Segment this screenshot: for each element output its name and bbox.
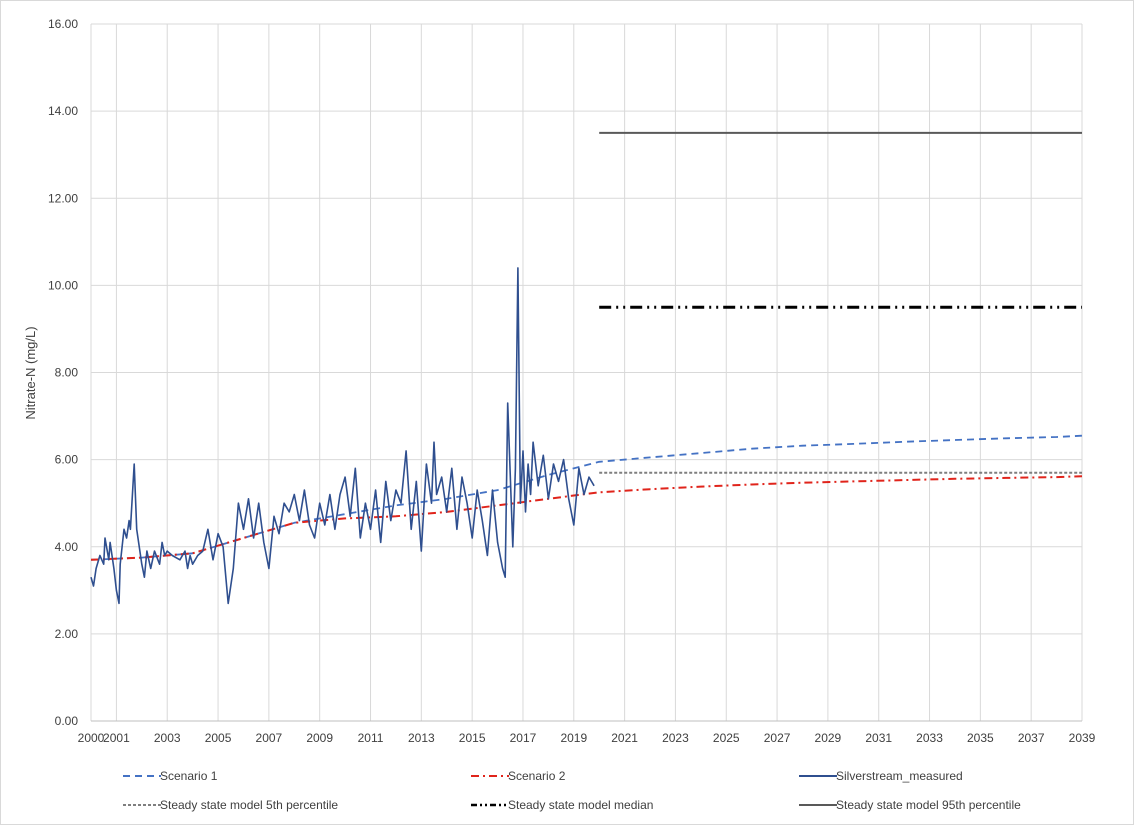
x-tick-label: 2029 bbox=[815, 731, 842, 745]
legend-item: Steady state model 5th percentile bbox=[123, 798, 338, 812]
series-lines bbox=[90, 131, 1083, 605]
x-tick-label: 2037 bbox=[1018, 731, 1045, 745]
legend-item: Steady state model median bbox=[471, 798, 653, 812]
legend: Scenario 1 Scenario 2 Silverstream_measure… bbox=[123, 769, 1021, 812]
legend-label: Silverstream_measured bbox=[836, 769, 963, 783]
x-tick-label: 2017 bbox=[510, 731, 537, 745]
series-line-scenario-2 bbox=[90, 475, 1083, 561]
y-tick-label: 2.00 bbox=[55, 627, 79, 641]
x-tick-label: 2039 bbox=[1069, 731, 1096, 745]
x-tick-label: 2027 bbox=[764, 731, 791, 745]
x-tick-label: 2003 bbox=[154, 731, 181, 745]
legend-label: Steady state model median bbox=[508, 798, 653, 812]
x-tick-label: 2009 bbox=[306, 731, 333, 745]
legend-label: Steady state model 95th percentile bbox=[836, 798, 1021, 812]
y-tick-label: 8.00 bbox=[55, 366, 79, 380]
y-tick-label: 12.00 bbox=[48, 191, 78, 205]
gridlines bbox=[90, 23, 1083, 721]
legend-item: Scenario 2 bbox=[471, 769, 566, 783]
x-tick-label: 2021 bbox=[611, 731, 638, 745]
x-tick-label: 2025 bbox=[713, 731, 740, 745]
y-tick-labels: 0.00 2.00 4.00 6.00 8.00 10.00 12.00 14.00 16.00 bbox=[48, 17, 78, 728]
x-tick-label: 2033 bbox=[916, 731, 943, 745]
y-tick-label: 14.00 bbox=[48, 104, 78, 118]
series-line-silverstream-measured bbox=[90, 267, 595, 605]
legend-label: Steady state model 5th percentile bbox=[160, 798, 338, 812]
legend-item: Silverstream_measured bbox=[799, 769, 963, 783]
x-tick-label: 2011 bbox=[358, 731, 384, 745]
legend-label: Scenario 2 bbox=[508, 769, 566, 783]
y-tick-label: 4.00 bbox=[55, 540, 79, 554]
x-tick-label: 2013 bbox=[408, 731, 435, 745]
x-tick-label: 2015 bbox=[459, 731, 486, 745]
y-axis-title: Nitrate-N (mg/L) bbox=[23, 326, 38, 419]
x-tick-label: 2023 bbox=[662, 731, 689, 745]
y-tick-label: 10.00 bbox=[48, 278, 78, 292]
x-tick-label: 2007 bbox=[256, 731, 283, 745]
x-tick-label: 2000 bbox=[78, 731, 105, 745]
legend-item: Scenario 1 bbox=[123, 769, 218, 783]
x-tick-label: 2035 bbox=[967, 731, 994, 745]
legend-label: Scenario 1 bbox=[160, 769, 218, 783]
x-tick-label: 2001 bbox=[103, 731, 130, 745]
y-tick-label: 0.00 bbox=[55, 714, 79, 728]
y-tick-label: 16.00 bbox=[48, 17, 78, 31]
x-tick-label: 2031 bbox=[865, 731, 892, 745]
y-tick-label: 6.00 bbox=[55, 453, 79, 467]
series-line-scenario-1 bbox=[90, 434, 1083, 561]
x-tick-label: 2019 bbox=[560, 731, 587, 745]
x-tick-label: 2005 bbox=[205, 731, 232, 745]
legend-item: Steady state model 95th percentile bbox=[799, 798, 1021, 812]
